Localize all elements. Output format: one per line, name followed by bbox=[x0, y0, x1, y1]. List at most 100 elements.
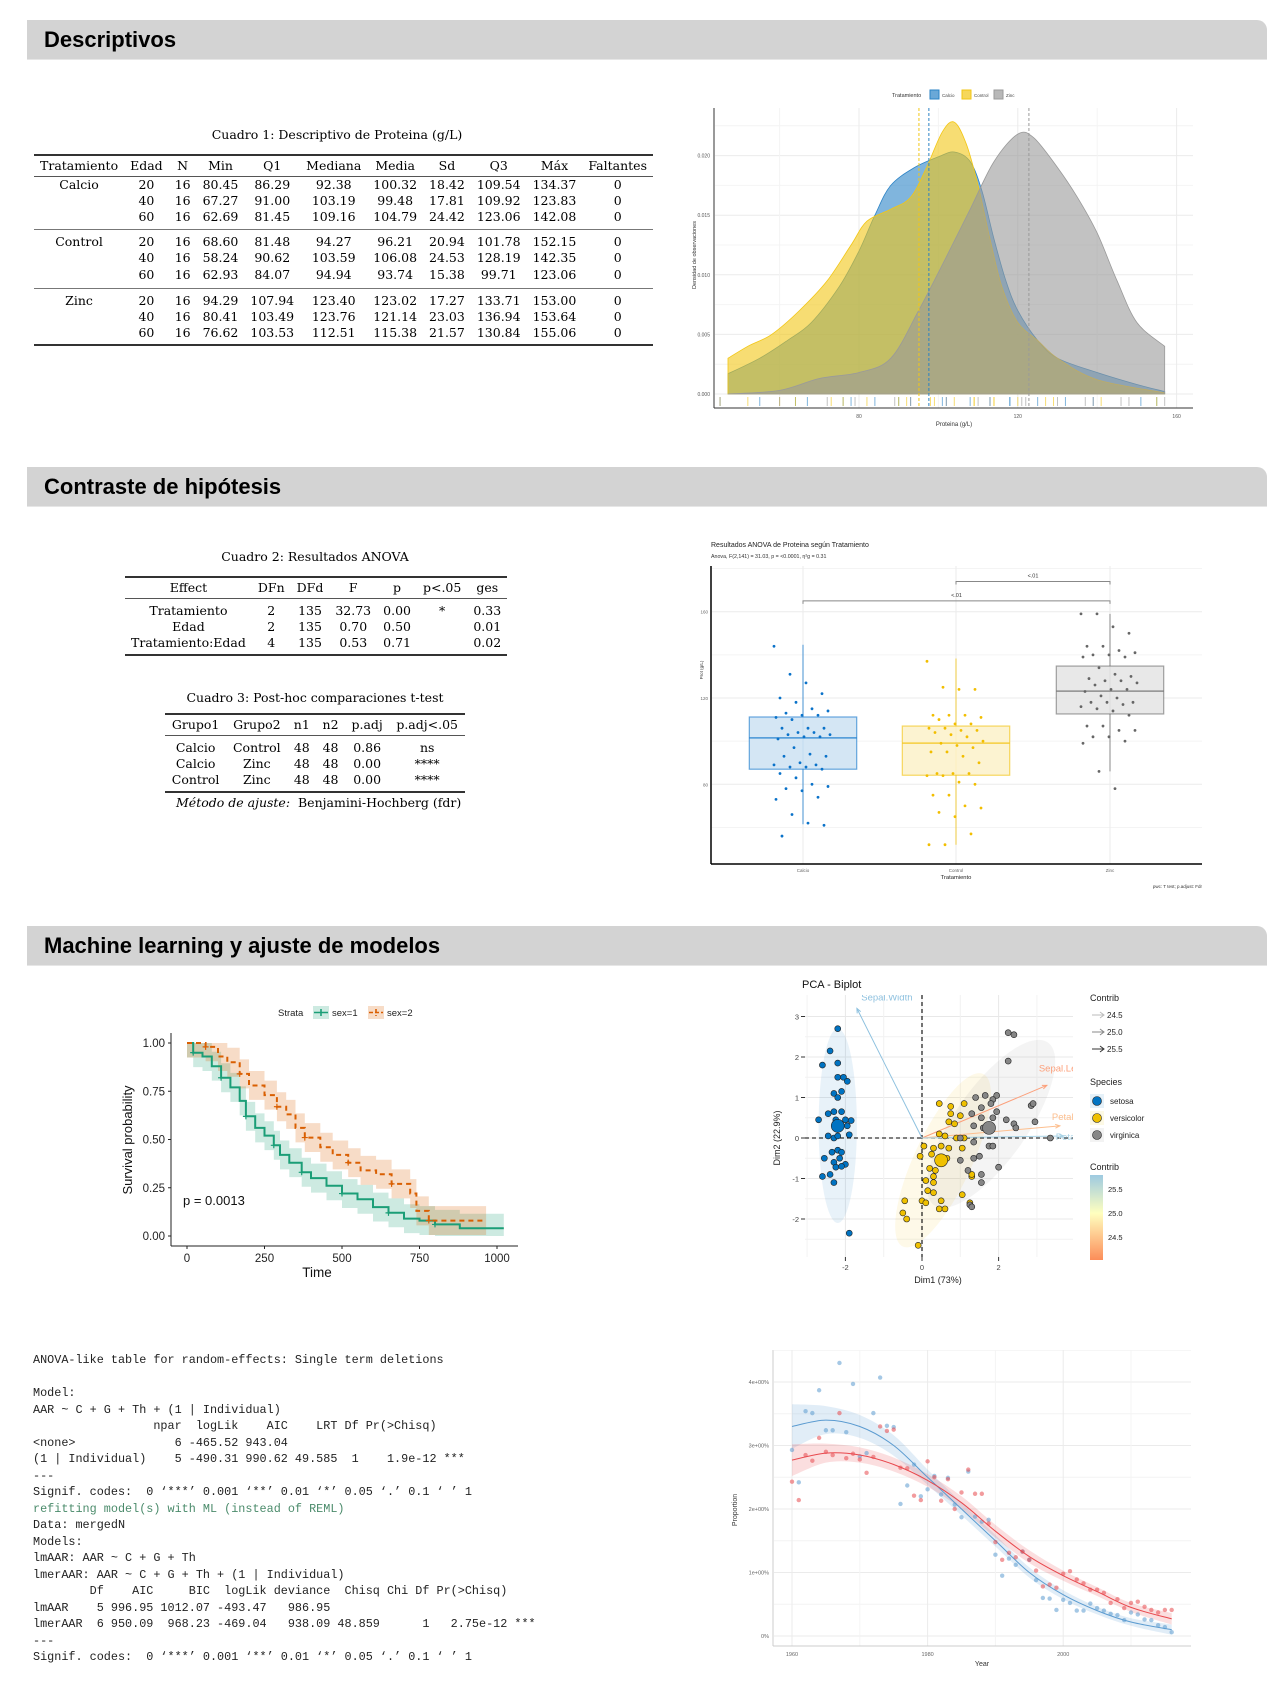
data-point-blue bbox=[1013, 1562, 1018, 1568]
data-point-red bbox=[1115, 1596, 1120, 1602]
x-tick-label: 0 bbox=[920, 1263, 924, 1272]
section-title: Contraste de hipótesis bbox=[44, 474, 282, 499]
group-name-empty bbox=[34, 266, 125, 289]
point-virginica bbox=[970, 1122, 978, 1130]
console-line: Model: bbox=[33, 1386, 76, 1400]
data-point bbox=[1113, 672, 1117, 676]
data-point-red bbox=[999, 1557, 1005, 1562]
bracket-label: <.01 bbox=[951, 593, 962, 599]
table-cell: 96.21 bbox=[377, 234, 414, 249]
data-point-red bbox=[837, 1410, 842, 1416]
arrow-head bbox=[856, 1007, 862, 1014]
variable-arrow bbox=[856, 1008, 923, 1139]
data-point bbox=[925, 774, 929, 778]
table-cell: 24.53 bbox=[429, 250, 465, 265]
data-point bbox=[957, 780, 961, 784]
variable-label: Sepal.Length bbox=[1039, 1063, 1095, 1074]
contrib-arrow-key bbox=[1092, 1011, 1105, 1019]
data-point-blue bbox=[810, 1410, 815, 1416]
data-point bbox=[1127, 713, 1131, 717]
point-setosa bbox=[815, 1116, 822, 1124]
data-point bbox=[1111, 709, 1115, 713]
data-point bbox=[816, 795, 820, 799]
legend-label: versicolor bbox=[1110, 1114, 1145, 1123]
data-point-blue bbox=[844, 1429, 849, 1435]
data-point bbox=[820, 767, 824, 771]
point-virginica bbox=[1004, 1029, 1012, 1037]
table-cell: 0.70 bbox=[339, 619, 368, 634]
column-header: ges bbox=[467, 576, 508, 599]
point-versicolor bbox=[901, 1197, 909, 1205]
legend-key-line bbox=[314, 1009, 328, 1016]
table-cell bbox=[417, 619, 467, 635]
point-setosa bbox=[834, 1094, 842, 1101]
table-cell: 142.08 bbox=[526, 209, 583, 230]
y-axis-title: Survival probability bbox=[120, 1085, 135, 1195]
table-cell: 16 bbox=[174, 177, 191, 192]
data-point bbox=[1107, 735, 1111, 739]
table-row: Control 20 16 68.60 81.48 94.27 96.21 20.94 101.… bbox=[34, 230, 653, 251]
data-point-blue bbox=[850, 1381, 856, 1387]
table-cell: 109.16 bbox=[300, 209, 368, 230]
column-header: p bbox=[377, 576, 417, 599]
table-body: Tratamiento 2 135 32.73 0.00 * 0.33 Edad 2 135 0.7… bbox=[125, 599, 508, 656]
data-point bbox=[1123, 739, 1127, 743]
group-name: Control bbox=[55, 234, 103, 249]
data-point-blue bbox=[993, 1552, 998, 1557]
table-cell: 134.37 bbox=[532, 177, 577, 192]
point-virginica bbox=[989, 1142, 997, 1150]
point-setosa bbox=[845, 1229, 853, 1237]
column-header: Grupo1 bbox=[165, 713, 227, 736]
point-versicolor bbox=[968, 1171, 976, 1178]
footnote-value: Benjamini-Hochberg (fdr) bbox=[298, 795, 462, 810]
table-cell: 135 bbox=[290, 635, 330, 656]
table-cell: 32.73 bbox=[335, 603, 372, 618]
data-point bbox=[969, 722, 973, 726]
table-cell: 90.62 bbox=[254, 250, 291, 265]
table-cell: 16 bbox=[174, 292, 191, 308]
point-setosa bbox=[838, 1163, 845, 1170]
y-tick-label: 0.010 bbox=[697, 273, 710, 279]
column-header: N bbox=[168, 154, 197, 177]
table-cell: 76.62 bbox=[196, 324, 245, 346]
table-cell: 133.71 bbox=[476, 292, 521, 308]
anova-boxplot-chart: Calcio Control Zinc <.01 <.01 80 120 160 Resulta… bbox=[700, 542, 1202, 889]
data-point-red bbox=[1162, 1607, 1168, 1613]
column-header: p.adj<.05 bbox=[389, 713, 465, 736]
table-cell: 21.57 bbox=[423, 324, 471, 346]
console-line: Data: mergedN bbox=[33, 1518, 126, 1532]
table-cell: 142.35 bbox=[532, 250, 577, 265]
data-point bbox=[1131, 700, 1135, 704]
variable-arrow bbox=[921, 1084, 1048, 1139]
arrow-head bbox=[1058, 1133, 1065, 1139]
column-header: Sd bbox=[423, 154, 471, 177]
legend-label: 25.5 bbox=[1107, 1045, 1123, 1054]
point-virginica bbox=[957, 1134, 964, 1142]
column-header: Mediana bbox=[300, 154, 368, 177]
table-cell: 107.94 bbox=[250, 292, 295, 308]
column-header: Faltantes bbox=[582, 154, 653, 177]
legend-label: setosa bbox=[1110, 1097, 1134, 1106]
table-cell: 40 bbox=[138, 193, 155, 208]
data-point-blue bbox=[1006, 1556, 1012, 1561]
y-axis-title: Densidad de observaciones bbox=[692, 221, 698, 289]
y-tick-label: 0.015 bbox=[697, 213, 710, 219]
data-point bbox=[1119, 679, 1123, 683]
data-point bbox=[959, 728, 963, 732]
table-cell: 103.49 bbox=[250, 308, 295, 324]
table-cell: 84.07 bbox=[244, 266, 301, 289]
colorbar-label: 24.5 bbox=[1108, 1233, 1123, 1242]
data-point bbox=[826, 709, 830, 713]
data-point bbox=[788, 765, 792, 769]
data-point bbox=[951, 772, 955, 775]
table-cell: 106.08 bbox=[373, 250, 418, 265]
data-point bbox=[1105, 700, 1109, 704]
point-setosa bbox=[844, 1122, 851, 1130]
point-setosa bbox=[826, 1171, 834, 1178]
data-point bbox=[945, 750, 949, 754]
pca-biplot-chart: Sepal.Width Sepal.Length Petal.Width Petal.… bbox=[772, 979, 1145, 1285]
data-point-red bbox=[789, 1479, 795, 1484]
column-header: Tratamiento bbox=[34, 154, 125, 177]
data-point bbox=[794, 776, 798, 780]
